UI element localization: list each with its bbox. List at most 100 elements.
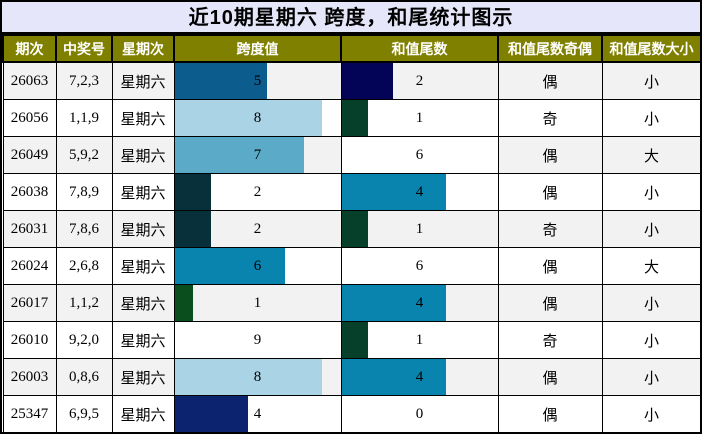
span-bar-cell: 8 — [173, 99, 342, 137]
tail-bar-cell: 0 — [340, 395, 499, 432]
span-bar — [175, 100, 323, 136]
tail-bar-track: 4 — [342, 285, 497, 321]
weekday-cell: 星期六 — [111, 210, 175, 248]
span-bar-track: 1 — [175, 285, 340, 321]
weekday-cell: 星期六 — [111, 358, 175, 396]
tail-bar-cell: 1 — [340, 210, 499, 248]
span-value: 5 — [253, 72, 262, 89]
header-cell-winning-numbers: 中奖号 — [55, 34, 113, 63]
period-cell: 26063 — [2, 61, 57, 100]
winning-numbers-cell: 5,9,2 — [55, 136, 113, 174]
span-value: 1 — [253, 294, 262, 311]
size-cell: 小 — [601, 321, 700, 359]
header-cell-span-value: 跨度值 — [173, 34, 342, 63]
tail-bar-track: 2 — [342, 63, 497, 99]
tail-value: 0 — [415, 405, 424, 422]
tail-bar-track: 6 — [342, 248, 497, 284]
span-bar-track: 9 — [175, 322, 340, 358]
weekday-cell: 星期六 — [111, 99, 175, 137]
span-bar-track: 8 — [175, 100, 340, 136]
period-cell: 26056 — [2, 99, 57, 137]
table-row-26056: 26056 1,1,9 星期六 8 1 奇小 — [2, 99, 700, 137]
winning-numbers-cell: 7,8,6 — [55, 210, 113, 248]
parity-cell: 奇 — [497, 99, 603, 137]
tail-bar-track: 4 — [342, 174, 497, 210]
table-row-26024: 26024 2,6,8 星期六 6 6 偶大 — [2, 247, 700, 285]
winning-numbers-cell: 1,1,9 — [55, 99, 113, 137]
panel-title: 近10期星期六 跨度，和尾统计图示 — [2, 2, 700, 34]
tail-value: 2 — [415, 72, 424, 89]
tail-bar — [342, 100, 368, 136]
tail-bar — [342, 63, 394, 99]
table-row-26017: 26017 1,1,2 星期六 1 4 偶小 — [2, 284, 700, 322]
header-cell-tail-size: 和值尾数大小 — [601, 34, 700, 63]
span-bar — [175, 359, 323, 395]
period-cell: 26031 — [2, 210, 57, 248]
parity-cell: 偶 — [497, 136, 603, 174]
stats-table: 期次 中奖号 星期次 跨度值 和值尾数 和值尾数奇偶 和值尾数大小 26063 7,2,3 星期… — [2, 34, 700, 432]
tail-bar — [342, 248, 497, 284]
span-bar-track: 4 — [175, 396, 340, 432]
header-cell-period: 期次 — [2, 34, 57, 63]
tail-bar-cell: 4 — [340, 173, 499, 211]
table-row-26003: 26003 0,8,6 星期六 8 4 偶小 — [2, 358, 700, 396]
weekday-cell: 星期六 — [111, 321, 175, 359]
span-bar — [175, 285, 193, 321]
size-cell: 小 — [601, 284, 700, 322]
tail-bar — [342, 174, 446, 210]
tail-bar — [342, 322, 368, 358]
parity-cell: 偶 — [497, 358, 603, 396]
period-cell: 26024 — [2, 247, 57, 285]
tail-value: 1 — [415, 109, 424, 126]
span-bar-track: 5 — [175, 63, 340, 99]
tail-bar-cell: 4 — [340, 358, 499, 396]
tail-bar-track: 1 — [342, 211, 497, 247]
size-cell: 小 — [601, 395, 700, 432]
period-cell: 25347 — [2, 395, 57, 432]
span-bar-cell: 5 — [173, 61, 342, 100]
tail-bar-track: 0 — [342, 397, 497, 432]
tail-bar-cell: 1 — [340, 321, 499, 359]
table-row-25347: 25347 6,9,5 星期六 4 0 偶小 — [2, 395, 700, 432]
tail-value: 4 — [415, 368, 424, 385]
span-bar — [175, 322, 340, 358]
tail-value: 6 — [415, 146, 424, 163]
span-bar — [175, 248, 286, 284]
span-bar-cell: 8 — [173, 358, 342, 396]
period-cell: 26017 — [2, 284, 57, 322]
span-value: 8 — [253, 368, 262, 385]
tail-bar — [342, 359, 446, 395]
period-cell: 26049 — [2, 136, 57, 174]
tail-bar-track: 6 — [342, 137, 497, 173]
span-value: 2 — [253, 183, 262, 200]
weekday-cell: 星期六 — [111, 284, 175, 322]
size-cell: 小 — [601, 210, 700, 248]
header-row: 期次 中奖号 星期次 跨度值 和值尾数 和值尾数奇偶 和值尾数大小 — [2, 34, 700, 63]
tail-value: 6 — [415, 257, 424, 274]
span-value: 6 — [253, 257, 262, 274]
size-cell: 大 — [601, 247, 700, 285]
tail-value: 1 — [415, 220, 424, 237]
span-bar — [175, 174, 212, 210]
size-cell: 小 — [601, 99, 700, 137]
weekday-cell: 星期六 — [111, 247, 175, 285]
span-value: 4 — [253, 405, 262, 422]
tail-bar-cell: 4 — [340, 284, 499, 322]
table-row-26049: 26049 5,9,2 星期六 7 6 偶大 — [2, 136, 700, 174]
tail-bar — [342, 285, 446, 321]
table-row-26063: 26063 7,2,3 星期六 5 2 偶小 — [2, 61, 700, 100]
span-bar-cell: 2 — [173, 173, 342, 211]
winning-numbers-cell: 9,2,0 — [55, 321, 113, 359]
period-cell: 26010 — [2, 321, 57, 359]
weekday-cell: 星期六 — [111, 61, 175, 100]
winning-numbers-cell: 2,6,8 — [55, 247, 113, 285]
period-cell: 26003 — [2, 358, 57, 396]
span-bar-cell: 1 — [173, 284, 342, 322]
table-row-26038: 26038 7,8,9 星期六 2 4 偶小 — [2, 173, 700, 211]
tail-value: 4 — [415, 294, 424, 311]
tail-value: 1 — [415, 331, 424, 348]
winning-numbers-cell: 6,9,5 — [55, 395, 113, 432]
winning-numbers-cell: 1,1,2 — [55, 284, 113, 322]
span-bar — [175, 396, 249, 432]
